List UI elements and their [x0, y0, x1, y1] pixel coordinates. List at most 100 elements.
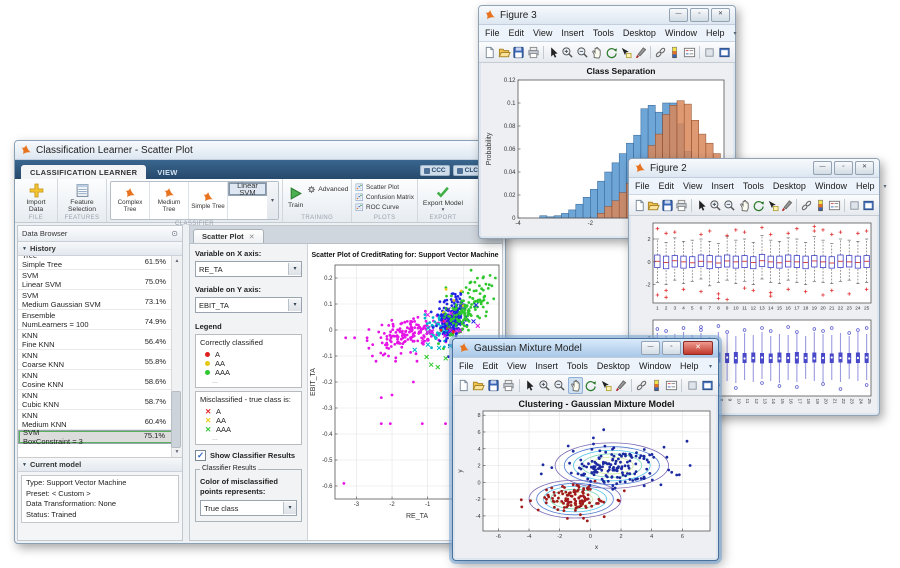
rotate-icon[interactable] — [605, 44, 618, 61]
menu-overflow-icon[interactable]: ▾ — [733, 30, 737, 37]
restore-button[interactable]: ▫ — [662, 341, 681, 355]
train-button[interactable]: Train — [286, 186, 305, 209]
new-file-icon[interactable] — [483, 44, 496, 61]
history-item[interactable]: SVM BoxConstraint = 3 75.1% — [18, 428, 182, 446]
scatter-plot-button[interactable]: Scatter Plot — [355, 183, 413, 192]
menu-help[interactable]: Help — [855, 181, 875, 191]
menu-edit[interactable]: Edit — [658, 181, 675, 191]
close-button[interactable]: ✕ — [855, 161, 874, 175]
menu-desktop[interactable]: Desktop — [596, 361, 630, 371]
confusion-matrix-button[interactable]: Confusion Matrix — [355, 193, 414, 202]
menu-help[interactable]: Help — [705, 28, 725, 38]
roc-curve-button[interactable]: ROC Curve — [355, 203, 413, 212]
cursor-icon[interactable] — [695, 197, 708, 214]
legend-icon[interactable] — [828, 197, 841, 214]
dock-icon[interactable] — [700, 377, 714, 394]
menu-file[interactable]: File — [459, 361, 474, 371]
scatter-plot-document-tab[interactable]: Scatter Plot ✕ — [193, 229, 264, 243]
history-item[interactable]: KNN Cosine KNN 58.6% — [18, 370, 182, 390]
pan-icon[interactable] — [567, 376, 583, 394]
datatip-icon[interactable] — [766, 197, 779, 214]
menu-window[interactable]: Window — [638, 361, 671, 371]
datatip-icon[interactable] — [599, 377, 613, 394]
close-button[interactable]: ✕ — [683, 341, 713, 355]
tab-classification-learner[interactable]: CLASSIFICATION LEARNER — [21, 165, 147, 179]
close-button[interactable]: ✕ — [711, 8, 730, 22]
show-classifier-results-checkbox[interactable]: ✓ — [195, 450, 206, 461]
menu-insert[interactable]: Insert — [535, 361, 558, 371]
gmm-clustering-chart[interactable]: -6 -4 -2 0 2 4 6 -4 -2 0 2 4 6 8 Clustering - Gaussian… — [455, 398, 716, 556]
print-icon[interactable] — [502, 377, 516, 394]
history-item[interactable]: SVM Linear SVM 75.0% — [18, 270, 182, 290]
import-data-button[interactable]: Import Data — [18, 183, 54, 213]
menu-desktop[interactable]: Desktop — [622, 28, 656, 38]
open-folder-icon[interactable] — [497, 44, 510, 61]
classifier-linear-svm[interactable]: Linear SVM — [228, 182, 267, 196]
menu-file[interactable]: File — [485, 28, 500, 38]
datatip-icon[interactable] — [619, 44, 632, 61]
brush-icon[interactable] — [614, 377, 628, 394]
menu-window[interactable]: Window — [814, 181, 847, 191]
link-plots-icon[interactable] — [634, 377, 648, 394]
open-folder-icon[interactable] — [472, 377, 486, 394]
dock-min-icon[interactable] — [685, 377, 699, 394]
menu-tools[interactable]: Tools — [742, 181, 764, 191]
classifier-complex-tree[interactable]: Complex Tree — [111, 182, 150, 219]
export-model-button[interactable]: Export Model ▾ — [421, 184, 465, 212]
scrollbar-thumb[interactable] — [170, 391, 181, 448]
scroll-up-icon[interactable]: ▲ — [174, 258, 180, 264]
zoom-out-icon[interactable] — [576, 44, 589, 61]
dock-min-icon[interactable] — [703, 44, 716, 61]
menu-file[interactable]: File — [635, 181, 650, 191]
menu-desktop[interactable]: Desktop — [772, 181, 806, 191]
brush-icon[interactable] — [633, 44, 646, 61]
zoom-in-icon[interactable] — [709, 197, 722, 214]
main-titlebar[interactable]: Classification Learner - Scatter Plot — [15, 141, 505, 160]
save-icon[interactable] — [487, 377, 501, 394]
history-item[interactable]: KNN Medium KNN 60.4% — [18, 410, 182, 430]
y-variable-select[interactable]: EBIT_TA ▾ — [195, 297, 302, 313]
rotate-icon[interactable] — [584, 377, 598, 394]
zoom-in-icon[interactable] — [538, 377, 552, 394]
history-item[interactable]: KNN Fine KNN 56.4% — [18, 330, 182, 350]
history-item[interactable]: SVM Medium Gaussian SVM 73.1% — [18, 290, 182, 310]
zoom-out-icon[interactable] — [553, 377, 567, 394]
current-model-section-header[interactable]: ▼ Current model — [18, 458, 182, 472]
menu-view[interactable]: View — [533, 28, 553, 38]
zoom-out-icon[interactable] — [723, 197, 736, 214]
scroll-down-icon[interactable]: ▼ — [174, 449, 180, 455]
colorbar-icon[interactable] — [668, 44, 681, 61]
save-icon[interactable] — [512, 44, 525, 61]
open-folder-icon[interactable] — [647, 197, 660, 214]
dock-icon[interactable] — [862, 197, 875, 214]
cursor-icon[interactable] — [523, 377, 537, 394]
history-item[interactable]: KNN Coarse KNN 55.8% — [18, 350, 182, 370]
menu-insert[interactable]: Insert — [561, 28, 584, 38]
classifier-medium-tree[interactable]: Medium Tree — [150, 182, 189, 219]
gmm-titlebar[interactable]: Gaussian Mixture Model — ▫ ✕ — [453, 339, 718, 358]
minimize-button[interactable]: — — [669, 8, 688, 22]
boxplot-chart[interactable]: 1 2 3 4 5 6 7 8 9 10 11 12 13 14 15 16 17 18 19 20 21 22 23 24 2… — [631, 217, 877, 315]
rotate-icon[interactable] — [752, 197, 765, 214]
colorbar-icon[interactable] — [814, 197, 827, 214]
pan-icon[interactable] — [590, 44, 603, 61]
x-variable-select[interactable]: RE_TA ▾ — [195, 261, 302, 277]
pan-icon[interactable] — [738, 197, 751, 214]
classifier-simple-tree[interactable]: Simple Tree — [189, 182, 228, 219]
brush-icon[interactable] — [780, 197, 793, 214]
zoom-in-icon[interactable] — [561, 44, 574, 61]
menu-window[interactable]: Window — [664, 28, 697, 38]
history-section-header[interactable]: ▼ History — [18, 242, 182, 256]
minimize-button[interactable]: — — [813, 161, 832, 175]
link-plots-icon[interactable] — [654, 44, 667, 61]
figure2-canvas[interactable]: 1 2 3 4 5 6 7 8 9 10 11 12 13 14 15 16 17 18 19 20 21 22 23 24 2… — [631, 216, 877, 413]
menu-help[interactable]: Help — [679, 361, 699, 371]
menu-edit[interactable]: Edit — [508, 28, 525, 38]
dock-min-icon[interactable] — [848, 197, 861, 214]
quick-access-ccc[interactable]: CCC — [419, 165, 450, 176]
compact-boxplot-chart[interactable]: 1234567891011121314151617181920212223242… — [631, 316, 877, 412]
menu-view[interactable]: View — [683, 181, 703, 191]
link-plots-icon[interactable] — [800, 197, 813, 214]
figure2-titlebar[interactable]: Figure 2 — ▫ ✕ — [629, 159, 879, 178]
